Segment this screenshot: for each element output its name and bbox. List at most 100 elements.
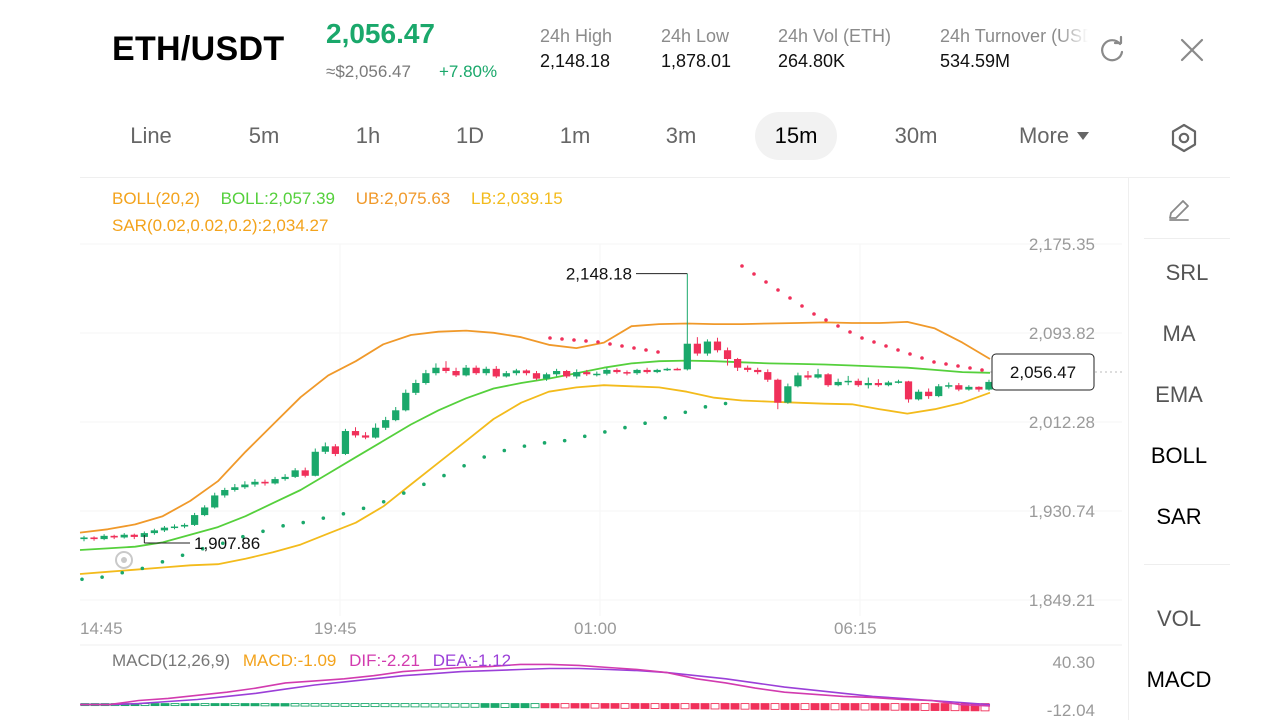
candle	[774, 379, 782, 403]
macd-bar	[450, 703, 460, 708]
sidebar-item-srl[interactable]: SRL	[1165, 260, 1209, 285]
dea-value: DEA:-1.12	[432, 651, 512, 670]
candle	[170, 526, 179, 529]
macd-bar	[490, 703, 500, 708]
sar-dot	[261, 529, 265, 534]
macd-bar	[890, 703, 900, 711]
candle	[985, 381, 993, 390]
macd-bar	[480, 703, 490, 708]
macd-bar	[650, 703, 660, 709]
macd-bar	[730, 703, 740, 710]
sidebar-divider	[1128, 178, 1129, 720]
sar-dot	[896, 348, 900, 352]
sar-dot	[703, 405, 708, 409]
y-axis-label: 2,175.35	[1029, 235, 1095, 254]
candle	[251, 481, 259, 485]
tab-more[interactable]: More	[1000, 112, 1108, 160]
interval-tabs: Line 5m 1h 1D 1m 3m 15m 30m More	[0, 110, 1280, 164]
min-price-label: 1,907.86	[194, 534, 260, 553]
macd-bar	[360, 703, 370, 707]
sidebar-item-vol[interactable]: VOL	[1156, 606, 1202, 631]
sar-dot	[381, 499, 386, 504]
candle	[764, 372, 772, 380]
macd-y-label: 40.30	[1052, 653, 1095, 672]
x-axis: 14:45 19:45 01:00 06:15	[80, 619, 877, 638]
close-icon[interactable]	[1176, 34, 1208, 66]
candle	[80, 537, 88, 540]
boll-mid-line	[79, 359, 991, 551]
candle	[935, 386, 943, 397]
chart-grid	[80, 243, 1122, 646]
sar-legend: SAR(0.02,0.02,0.2):2,034.27	[112, 216, 329, 235]
dif-line	[80, 663, 991, 707]
candle	[744, 367, 752, 370]
tab-5m[interactable]: 5m	[248, 123, 280, 148]
sidebar-item-boll[interactable]: BOLL	[1150, 443, 1208, 468]
macd-bar	[340, 703, 350, 707]
y-axis-label: 2,012.28	[1029, 413, 1095, 432]
stat-label: 24h Turnover (USDT)	[940, 26, 1088, 46]
sar-dot	[321, 516, 326, 520]
macd-bar	[680, 703, 690, 710]
y-axis: 2,175.35 2,093.82 2,012.28 1,930.74 1,849.21	[1029, 235, 1095, 610]
settings-icon[interactable]	[1168, 122, 1200, 154]
x-axis-label: 14:45	[80, 619, 123, 638]
refresh-icon[interactable]	[1096, 34, 1128, 66]
macd-bar	[690, 703, 700, 710]
sar-dot	[836, 324, 840, 328]
macd-bar	[520, 703, 530, 709]
sar-dot	[301, 520, 306, 525]
candle	[975, 386, 983, 390]
sar-dot	[220, 541, 225, 546]
macd-bar	[740, 703, 750, 710]
macd-bar	[310, 703, 320, 707]
macd-bar	[820, 703, 830, 711]
candle	[261, 481, 269, 484]
sar-dot	[603, 430, 607, 434]
candle	[633, 369, 641, 374]
tabs-divider	[80, 177, 1230, 178]
sidebar-item-sar[interactable]: SAR	[1156, 504, 1202, 529]
sar-dot	[341, 512, 346, 516]
macd-bar	[770, 703, 780, 710]
candle	[422, 373, 430, 384]
sidebar-item-ema[interactable]: EMA	[1155, 382, 1203, 407]
draw-tool-icon[interactable]	[1129, 196, 1229, 230]
tab-1d[interactable]: 1D	[455, 123, 485, 148]
sar-dot	[401, 491, 406, 495]
macd-bar	[640, 703, 650, 709]
candle	[673, 368, 681, 371]
sar-dot	[884, 344, 888, 348]
candle	[914, 391, 923, 400]
candlestick-chart[interactable]: 2,148.18 1,907.86 2,056.47 2,175.35 2,093.8…	[0, 0, 1128, 720]
candle	[693, 343, 701, 354]
macd-bar	[810, 703, 820, 711]
candle	[190, 515, 199, 525]
tab-15m[interactable]: 15m	[755, 112, 837, 160]
dea-line	[80, 667, 991, 706]
candle	[110, 535, 118, 538]
candle	[412, 383, 420, 393]
tab-1m[interactable]: 1m	[559, 123, 591, 148]
sidebar-item-ma[interactable]: MA	[1162, 321, 1196, 346]
candle	[804, 375, 812, 378]
sar-dot	[560, 337, 564, 341]
tab-30m[interactable]: 30m	[894, 123, 938, 148]
sar-dot	[920, 356, 924, 360]
sar-dot	[800, 304, 804, 308]
candle	[542, 374, 551, 379]
y-axis-label: 1,849.21	[1029, 591, 1095, 610]
sidebar-item-macd[interactable]: MACD	[1146, 667, 1212, 692]
macd-bar	[420, 703, 430, 708]
macd-bar	[220, 703, 230, 707]
tab-line[interactable]: Line	[130, 123, 172, 148]
macd-bar	[610, 703, 620, 709]
macd-bar	[160, 703, 170, 707]
stat-24h-high: 24h High 2,148.18	[540, 26, 612, 72]
usd-approx-price: ≈$2,056.47	[326, 62, 411, 81]
tab-1h[interactable]: 1h	[355, 123, 381, 148]
candle	[472, 367, 480, 374]
candle	[794, 375, 802, 387]
tab-3m[interactable]: 3m	[665, 123, 697, 148]
macd-bar	[940, 703, 950, 712]
